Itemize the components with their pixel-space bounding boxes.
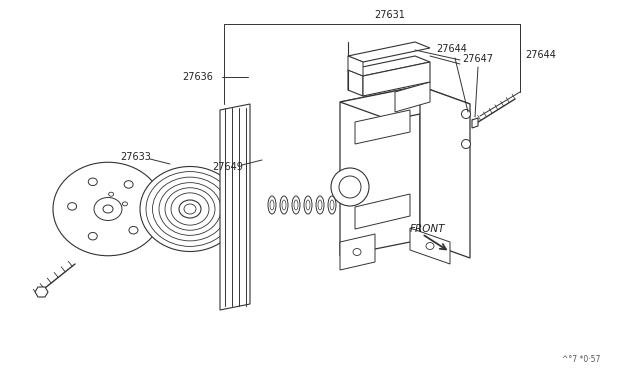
Ellipse shape [330, 200, 334, 210]
Ellipse shape [88, 232, 97, 240]
Polygon shape [363, 62, 430, 96]
Polygon shape [472, 118, 478, 128]
Ellipse shape [94, 198, 122, 221]
Ellipse shape [109, 192, 114, 196]
Polygon shape [348, 56, 430, 76]
Ellipse shape [318, 200, 322, 210]
Polygon shape [220, 104, 250, 310]
Text: 27644: 27644 [436, 44, 467, 54]
Polygon shape [395, 82, 430, 112]
Ellipse shape [328, 196, 336, 214]
Ellipse shape [280, 196, 288, 214]
Polygon shape [35, 287, 48, 297]
Ellipse shape [353, 248, 361, 256]
Polygon shape [340, 86, 470, 120]
Ellipse shape [306, 200, 310, 210]
Text: 27644: 27644 [525, 50, 556, 60]
Text: 27647: 27647 [463, 54, 493, 64]
Ellipse shape [304, 196, 312, 214]
Ellipse shape [146, 171, 234, 246]
Polygon shape [410, 228, 450, 264]
Text: 27633: 27633 [120, 152, 152, 162]
Polygon shape [348, 70, 363, 96]
Ellipse shape [316, 196, 324, 214]
Ellipse shape [184, 204, 196, 214]
Text: 27636: 27636 [182, 72, 213, 82]
Ellipse shape [331, 168, 369, 206]
Polygon shape [355, 110, 410, 144]
Polygon shape [355, 194, 410, 229]
Ellipse shape [179, 200, 201, 218]
Ellipse shape [140, 167, 240, 251]
Polygon shape [348, 56, 363, 76]
Ellipse shape [152, 177, 227, 241]
Ellipse shape [292, 196, 300, 214]
Ellipse shape [122, 202, 127, 206]
Ellipse shape [461, 140, 470, 148]
Text: 27631: 27631 [374, 10, 405, 20]
Ellipse shape [88, 178, 97, 186]
Ellipse shape [165, 188, 215, 230]
Polygon shape [340, 86, 420, 256]
Ellipse shape [103, 205, 113, 213]
Ellipse shape [294, 200, 298, 210]
Polygon shape [348, 42, 430, 62]
Ellipse shape [461, 109, 470, 119]
Text: ^°7 *0·57: ^°7 *0·57 [562, 355, 600, 364]
Ellipse shape [68, 203, 77, 210]
Text: FRONT: FRONT [410, 224, 445, 234]
Ellipse shape [124, 181, 133, 188]
Ellipse shape [270, 200, 274, 210]
Ellipse shape [426, 243, 434, 250]
Ellipse shape [129, 227, 138, 234]
Ellipse shape [171, 193, 209, 225]
Ellipse shape [282, 200, 286, 210]
Ellipse shape [53, 162, 163, 256]
Ellipse shape [339, 176, 361, 198]
Polygon shape [420, 86, 470, 258]
Text: 27649: 27649 [212, 162, 243, 172]
Polygon shape [340, 234, 375, 270]
Ellipse shape [268, 196, 276, 214]
Ellipse shape [159, 183, 221, 235]
